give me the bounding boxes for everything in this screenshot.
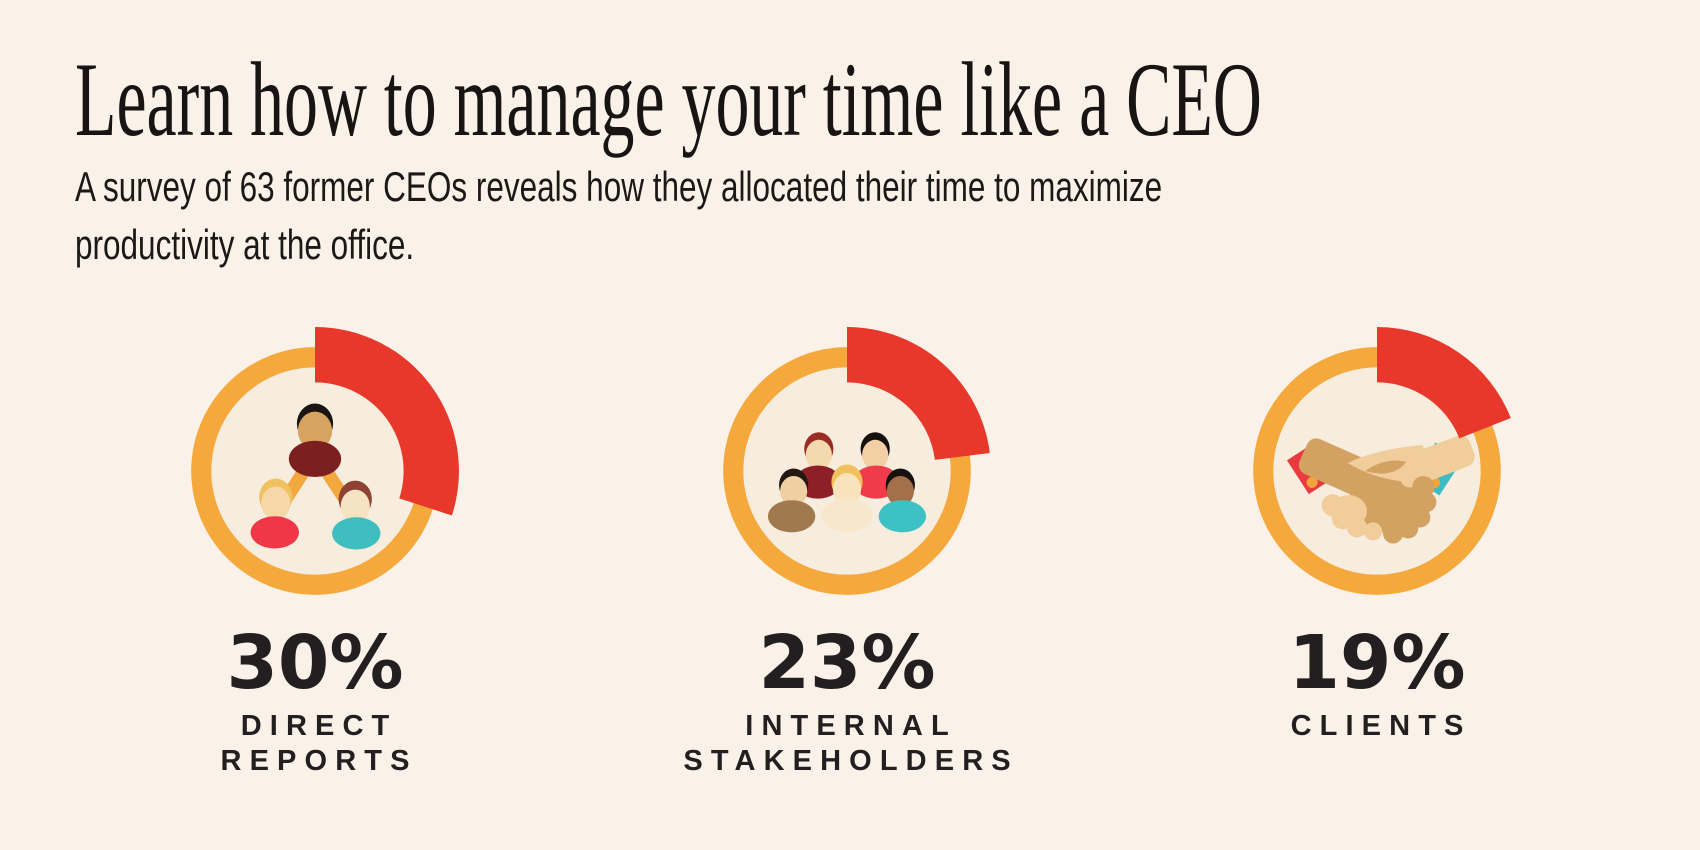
people-group-icon bbox=[767, 432, 927, 533]
person-figure-front-right bbox=[878, 468, 927, 533]
gauge-svg bbox=[1253, 327, 1511, 595]
gauge-svg bbox=[723, 327, 990, 595]
org-chart-icon bbox=[250, 403, 381, 550]
gauge-label: CLIENTS bbox=[1157, 709, 1597, 744]
gauge-card-direct-reports: 30% DIRECT REPORTS bbox=[95, 320, 535, 780]
handshake-dark-thumb bbox=[1364, 460, 1407, 474]
page-title: Learn how to manage your time like a CEO bbox=[75, 41, 1262, 158]
percent-value: 19% bbox=[1288, 620, 1466, 706]
gauge-svg bbox=[191, 327, 459, 595]
gauge-label-line: CLIENTS bbox=[1290, 710, 1472, 742]
gauge-row: 30% DIRECT REPORTS bbox=[0, 320, 1700, 850]
gauge-label-line: STAKEHOLDERS bbox=[683, 745, 1019, 778]
handshake-light-knuckles bbox=[1321, 494, 1383, 541]
person-figure-front-center bbox=[821, 464, 873, 532]
gauge-label-line: DIRECT bbox=[240, 710, 398, 742]
gauge-label-line: REPORTS bbox=[220, 745, 418, 778]
gauge-card-internal-stakeholders: 23% INTERNAL STAKEHOLDERS bbox=[627, 320, 1067, 780]
gauge-label: DIRECT REPORTS bbox=[95, 709, 535, 780]
percent-value: 23% bbox=[758, 620, 936, 706]
percent-value: 30% bbox=[226, 620, 404, 706]
gauge-card-clients: 19% CLIENTS bbox=[1157, 320, 1597, 744]
handshake-icon bbox=[1286, 435, 1475, 544]
handshake-dark-fingers bbox=[1383, 476, 1437, 544]
gauge-arc bbox=[1377, 327, 1511, 439]
person-figure-report-right bbox=[332, 480, 381, 550]
person-figure-front-left bbox=[767, 468, 816, 533]
gauge-arc bbox=[315, 327, 459, 516]
person-figure-report-left bbox=[250, 478, 299, 549]
person-figure-manager bbox=[288, 403, 342, 478]
page-subtitle: A survey of 63 former CEOs reveals how t… bbox=[75, 163, 1163, 268]
gauge-label-line: INTERNAL bbox=[745, 710, 957, 742]
gauge-label: INTERNAL STAKEHOLDERS bbox=[627, 709, 1067, 780]
gauge-arc bbox=[847, 327, 990, 460]
